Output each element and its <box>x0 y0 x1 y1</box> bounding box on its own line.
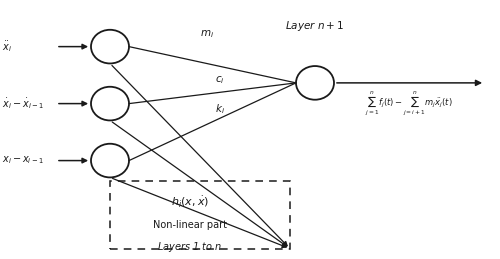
Text: Layer $n+1$: Layer $n+1$ <box>286 19 344 33</box>
Text: $h_i(x,\dot{x})$: $h_i(x,\dot{x})$ <box>171 195 209 210</box>
Text: $\sum_{j=1}^{n}f_j(t)-\sum_{j=i+1}^{n}m_j\ddot{x}_j(t)$: $\sum_{j=1}^{n}f_j(t)-\sum_{j=i+1}^{n}m_… <box>365 90 452 118</box>
Text: Non-linear part: Non-linear part <box>153 220 227 230</box>
Text: $c_i$: $c_i$ <box>215 74 224 86</box>
Text: Layers 1 to $n$: Layers 1 to $n$ <box>158 240 222 254</box>
Text: $m_i$: $m_i$ <box>200 28 214 40</box>
Text: $\ddot{x}_i$: $\ddot{x}_i$ <box>2 39 12 54</box>
Bar <box>110 181 290 249</box>
Text: $x_i - x_{i-1}$: $x_i - x_{i-1}$ <box>2 155 44 167</box>
Text: $\dot{x}_i - \dot{x}_{i-1}$: $\dot{x}_i - \dot{x}_{i-1}$ <box>2 96 44 111</box>
Text: $k_i$: $k_i$ <box>215 102 225 116</box>
